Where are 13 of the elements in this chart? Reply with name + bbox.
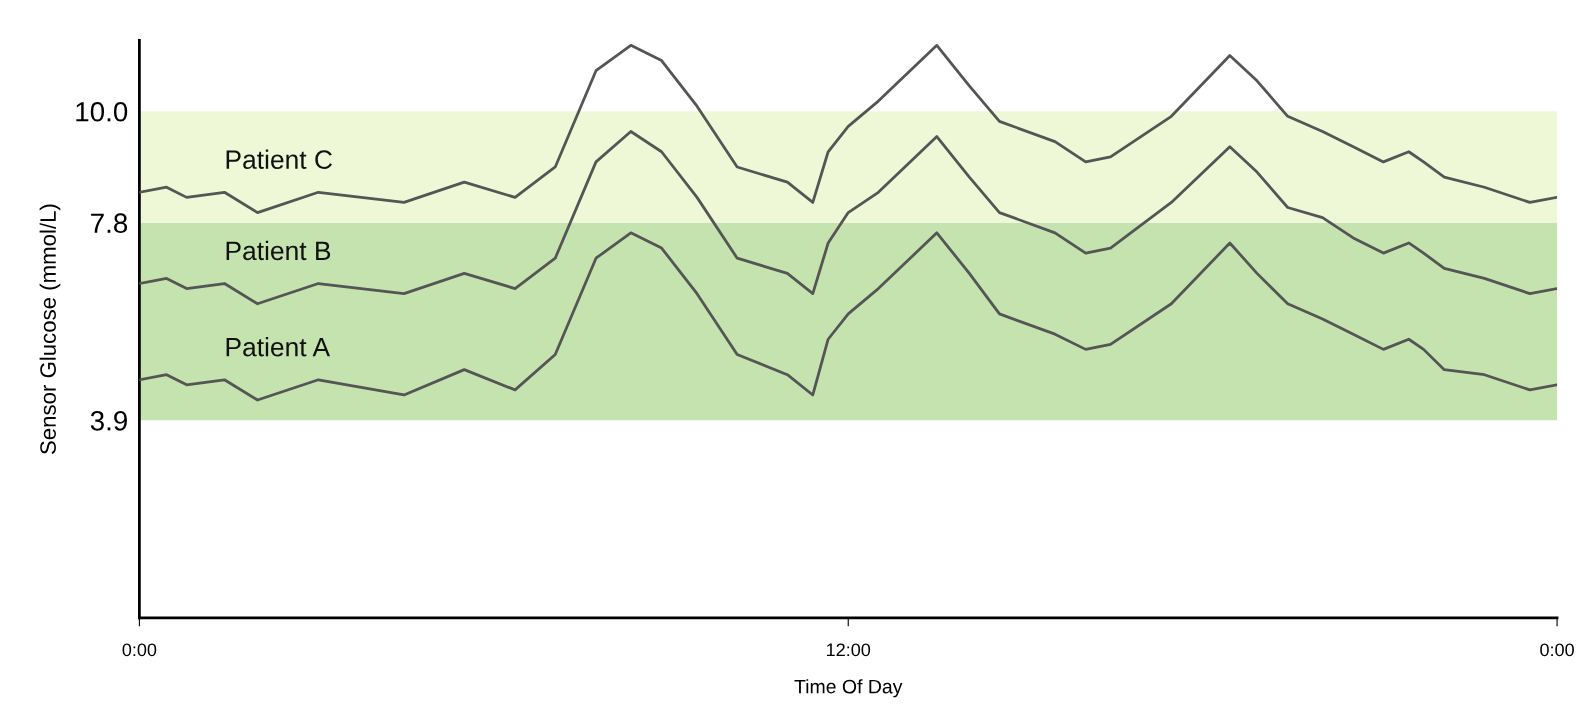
y-axis-title: Sensor Glucose (mmol/L)	[39, 204, 61, 455]
line-series	[139, 130, 1558, 306]
line-series	[139, 43, 1558, 214]
x-tick-label: 0:00	[1540, 643, 1574, 657]
series-label: Patient B	[226, 240, 331, 261]
x-tick-label: 12:00	[827, 643, 871, 657]
series-label: Patient C	[226, 149, 332, 169]
x-tick-label: 0:00	[122, 643, 157, 657]
series-label: Patient A	[226, 337, 331, 357]
x-axis-title: Time Of Day	[794, 679, 903, 698]
y-tick-label: 10.0	[76, 101, 128, 122]
y-tick-label: 7.8	[91, 213, 128, 234]
y-tick-label: 3.9	[90, 410, 127, 431]
